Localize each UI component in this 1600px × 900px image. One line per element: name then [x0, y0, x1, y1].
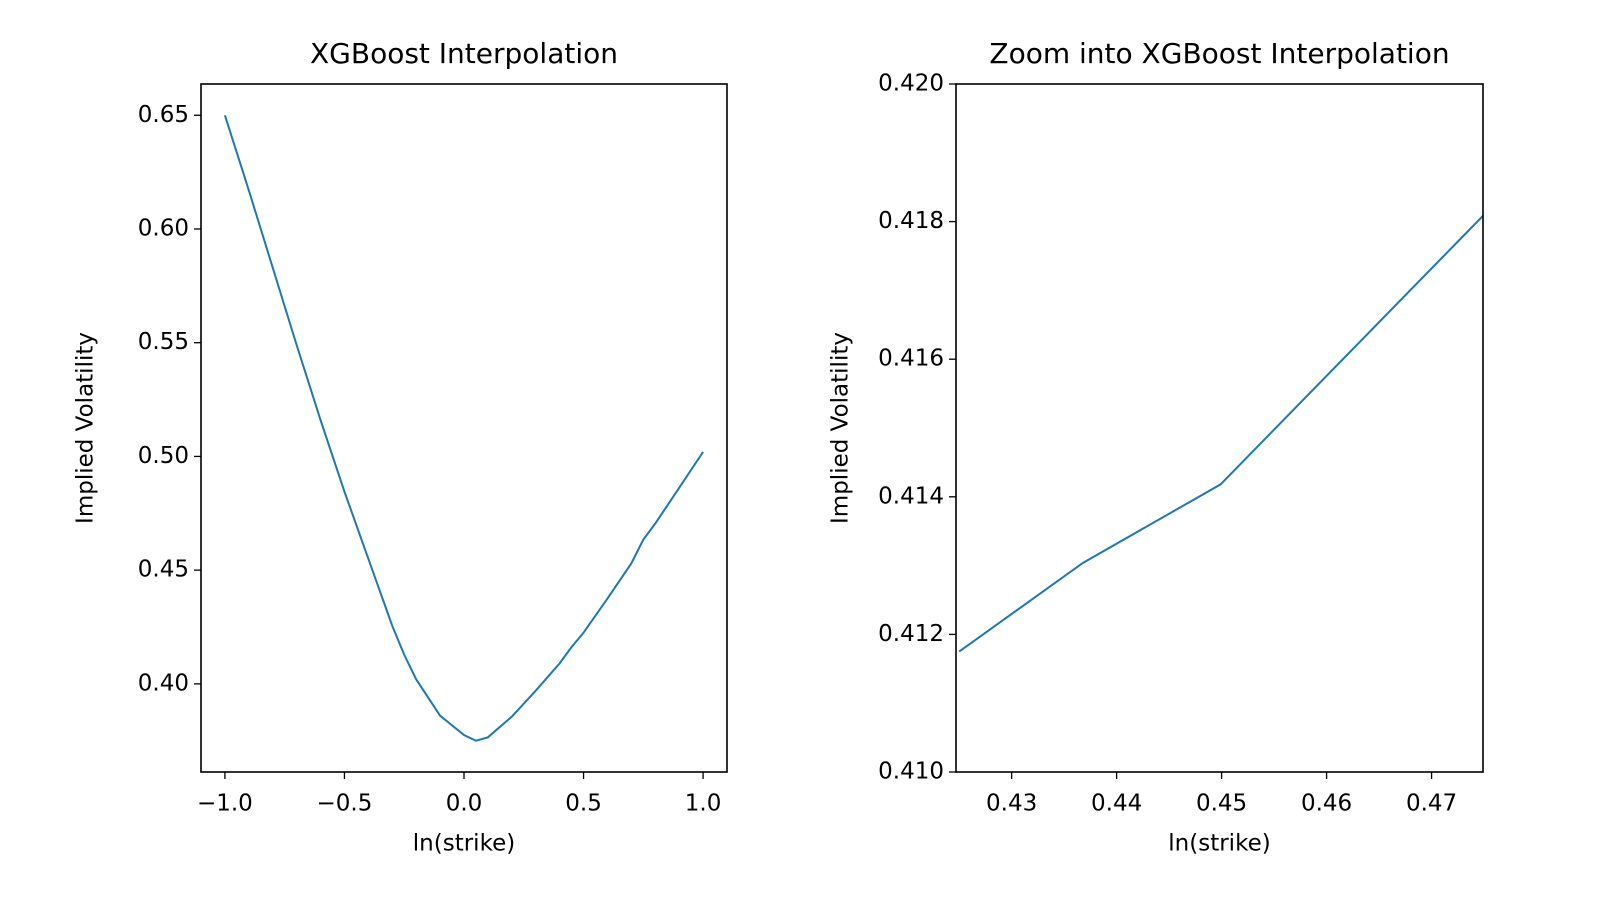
- x-tick-label: 0.46: [1301, 791, 1352, 817]
- x-axis-label: ln(strike): [413, 831, 515, 857]
- data-line: [223, 114, 704, 742]
- y-tick-label: 0.65: [138, 102, 189, 128]
- chart-title: Zoom into XGBoost Interpolation: [989, 37, 1449, 70]
- y-tick-label: 0.45: [138, 557, 189, 583]
- x-tick-label: −1.0: [197, 791, 253, 817]
- y-tick-label: 0.420: [878, 71, 944, 97]
- y-tick-label: 0.414: [878, 483, 944, 509]
- x-tick-label: 0.44: [1091, 791, 1142, 817]
- x-tick-label: 0.43: [986, 791, 1037, 817]
- y-tick-label: 0.40: [138, 670, 189, 696]
- y-tick-label: 0.412: [878, 621, 944, 647]
- chart-title: XGBoost Interpolation: [310, 37, 618, 70]
- axes-frame: [200, 83, 728, 773]
- x-tick-label: 0.45: [1196, 791, 1247, 817]
- y-tick-label: 0.60: [138, 215, 189, 241]
- x-tick-label: 0.0: [446, 791, 483, 817]
- x-axis-label: ln(strike): [1168, 831, 1270, 857]
- y-tick-label: 0.50: [138, 443, 189, 469]
- y-axis-label: Implied Volatility: [73, 332, 99, 524]
- x-tick-label: 0.5: [565, 791, 602, 817]
- x-tick-label: −0.5: [317, 791, 373, 817]
- y-tick-label: 0.418: [878, 208, 944, 234]
- y-axis-label: Implied Volatility: [828, 332, 854, 524]
- y-tick-label: 0.410: [878, 759, 944, 785]
- axes-frame: [955, 83, 1484, 773]
- y-tick-label: 0.55: [138, 329, 189, 355]
- x-tick-label: 1.0: [685, 791, 722, 817]
- x-tick-label: 0.47: [1406, 791, 1457, 817]
- y-tick-label: 0.416: [878, 346, 944, 372]
- data-line: [958, 214, 1483, 653]
